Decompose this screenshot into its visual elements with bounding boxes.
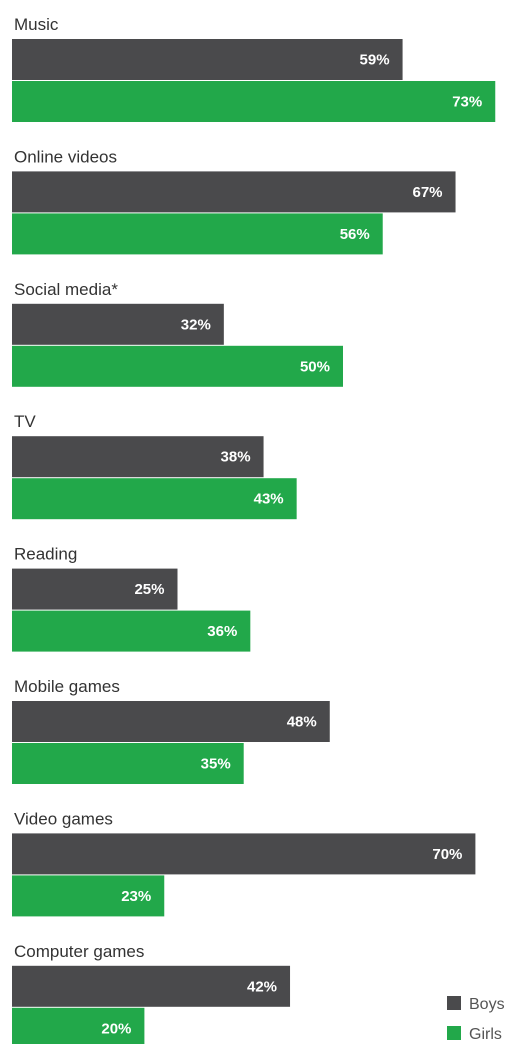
bar-girls: [12, 478, 297, 520]
data-label-boys: 25%: [134, 581, 164, 598]
bar-boys: [12, 568, 178, 610]
data-label-boys: 48%: [287, 714, 317, 731]
category-label: Computer games: [14, 942, 144, 961]
bar-boys: [12, 171, 456, 213]
bar-boys: [12, 965, 291, 1007]
data-label-girls: 73%: [452, 94, 482, 111]
bar-boys: [12, 701, 330, 742]
bar-girls: [12, 610, 251, 652]
bar-boys: [12, 39, 403, 80]
legend-label-girls: Girls: [469, 1026, 502, 1043]
data-label-boys: 42%: [247, 978, 277, 995]
data-label-boys: 59%: [360, 52, 390, 69]
legend-swatch-boys: [447, 996, 461, 1010]
legend-label-boys: Boys: [469, 996, 505, 1013]
category-label: Music: [14, 15, 59, 34]
bar-girls: [12, 1007, 145, 1044]
data-label-girls: 35%: [201, 756, 231, 773]
data-label-girls: 43%: [254, 491, 284, 508]
category-label: Social media*: [14, 280, 118, 299]
bar-girls: [12, 875, 165, 917]
bar-girls: [12, 345, 343, 387]
category-label: TV: [14, 412, 36, 431]
data-label-girls: 50%: [300, 358, 330, 375]
category-label: Online videos: [14, 147, 117, 166]
bar-girls: [12, 743, 244, 784]
data-label-girls: 23%: [121, 888, 151, 905]
data-label-girls: 36%: [207, 623, 237, 640]
data-label-boys: 67%: [413, 184, 443, 201]
data-label-girls: 20%: [101, 1020, 131, 1037]
bar-boys: [12, 436, 264, 478]
data-label-girls: 56%: [340, 226, 370, 243]
category-label: Reading: [14, 545, 77, 564]
data-label-boys: 32%: [181, 316, 211, 333]
category-label: Mobile games: [14, 677, 120, 696]
bar-boys: [12, 833, 476, 875]
category-label: Video games: [14, 809, 113, 828]
bar-girls: [12, 213, 383, 255]
bar-girls: [12, 81, 496, 122]
legend-swatch-girls: [447, 1026, 461, 1040]
data-label-boys: 38%: [221, 449, 251, 466]
bar-boys: [12, 303, 224, 345]
data-label-boys: 70%: [432, 846, 462, 863]
